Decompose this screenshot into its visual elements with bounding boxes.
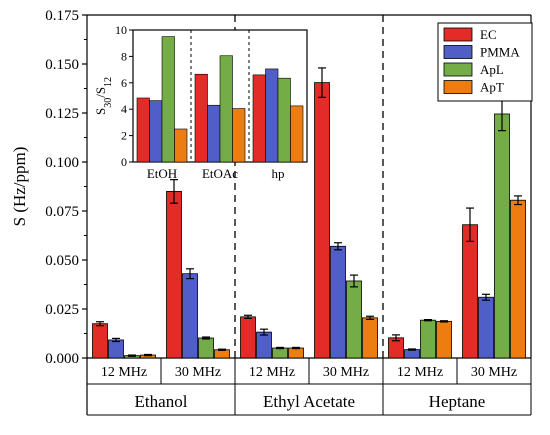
inset-category-label: hp	[272, 166, 285, 181]
solvent-label: Ethanol	[135, 392, 188, 411]
main-plot-area: 0.000 0.025 0.050 0.075 0.100 0.125 0.150 0.175…	[10, 8, 532, 416]
bar-apl	[346, 280, 362, 359]
frequency-label: 12 MHz	[249, 365, 295, 380]
y-tick-label: 0.075	[45, 204, 79, 220]
y-tick-label: 0.125	[45, 106, 79, 122]
bar-ec	[462, 224, 478, 359]
inset-bar-ec	[252, 74, 266, 163]
solvent-label: Ethyl Acetate	[263, 392, 355, 411]
inset-category-label: EtOAc	[202, 166, 238, 181]
inset-bar-apl	[219, 55, 233, 163]
inset-category-label: EtOH	[147, 166, 177, 181]
bar-ec	[314, 82, 330, 359]
legend-label: EC	[480, 27, 497, 42]
inset-y-tick-label: 6	[121, 76, 127, 90]
inset-bar-apt	[290, 105, 304, 163]
legend-label: PMMA	[480, 45, 520, 60]
legend-swatch-apl	[443, 62, 473, 77]
bar-pmma	[182, 273, 198, 359]
y-tick-label: 0.150	[45, 57, 79, 73]
bar-pmma	[478, 296, 494, 359]
inset-bar-apl	[161, 36, 175, 163]
inset-ratio-chart: 0 2 4 6 8 10 S30/S12 EtOH EtOAc hp	[93, 23, 308, 181]
inset-bar-pmma	[149, 100, 163, 163]
y-axis-title: S (Hz/ppm)	[10, 147, 29, 227]
inset-y-axis-title: S30/S12	[93, 77, 114, 115]
inset-y-tick-label: 4	[121, 102, 127, 116]
inset-bar-pmma	[207, 104, 221, 163]
legend-swatch-apt	[443, 80, 473, 94]
y-tick-label: 0.100	[45, 155, 79, 171]
inset-bar-ec	[194, 73, 208, 163]
frequency-label: 30 MHz	[471, 365, 517, 380]
legend-swatch-pmma	[443, 45, 473, 59]
bar-apl	[198, 337, 214, 359]
bar-pmma	[108, 339, 124, 359]
bar-apl	[272, 347, 288, 359]
legend-label: ApT	[480, 80, 504, 95]
legend: EC PMMA ApL ApT	[437, 22, 533, 102]
bar-apt	[510, 199, 526, 359]
legend-swatch-ec	[443, 27, 473, 42]
inset-bar-apt	[232, 108, 246, 163]
bar-apl	[494, 113, 510, 359]
y-tick-label: 0.000	[45, 351, 79, 367]
inset-y-tick-label: 10	[115, 23, 127, 37]
bar-ec	[240, 316, 256, 359]
bar-apt	[362, 317, 378, 359]
frequency-label: 30 MHz	[175, 365, 221, 380]
inset-y-tick-label: 8	[121, 49, 127, 63]
inset-bar-apt	[174, 128, 188, 163]
y-tick-label: 0.050	[45, 253, 79, 269]
bar-ec	[166, 190, 182, 359]
legend-label: ApL	[480, 62, 504, 77]
bar-pmma	[330, 245, 346, 359]
bar-ec	[92, 323, 108, 359]
bar-apl	[420, 319, 436, 359]
bar-pmma	[404, 349, 420, 359]
y-tick-label: 0.175	[45, 8, 79, 24]
inset-bar-ec	[136, 97, 150, 163]
bar-apt	[214, 349, 230, 359]
inset-y-tick-label: 0	[121, 155, 127, 169]
bar-pmma	[256, 331, 272, 359]
frequency-label: 12 MHz	[397, 365, 443, 380]
inset-y-tick-label: 2	[121, 129, 127, 143]
inset-bar-pmma	[265, 68, 279, 163]
bar-apt	[436, 320, 452, 359]
frequency-label: 30 MHz	[323, 365, 369, 380]
solvent-label: Heptane	[429, 392, 486, 411]
y-tick-label: 0.025	[45, 302, 79, 318]
bar-apt	[288, 347, 304, 359]
inset-bar-apl	[277, 77, 291, 163]
frequency-label: 12 MHz	[101, 365, 147, 380]
